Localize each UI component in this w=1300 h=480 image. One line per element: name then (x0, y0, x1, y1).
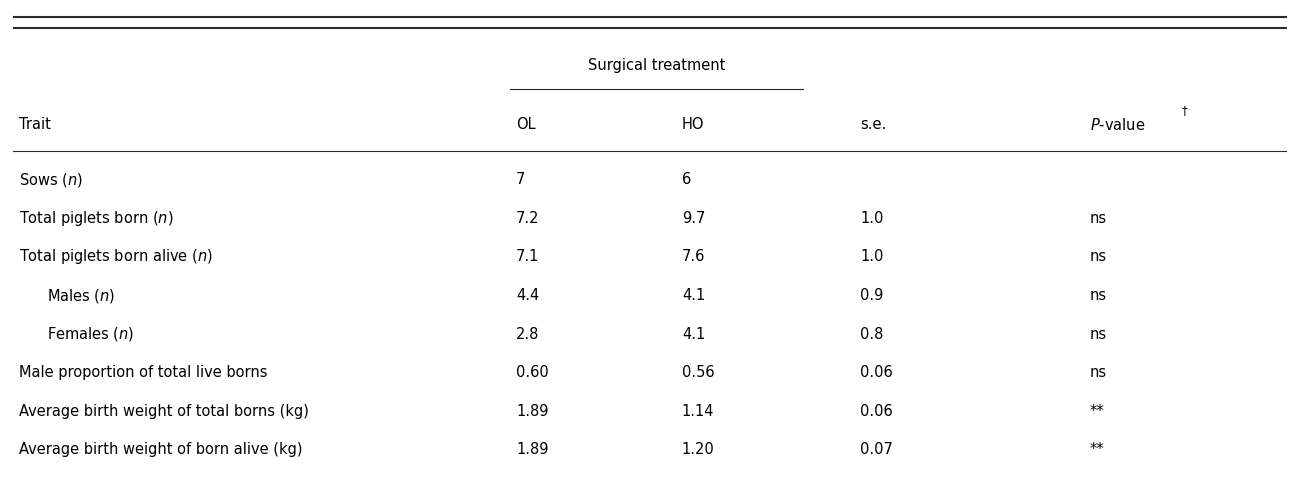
Text: 0.06: 0.06 (861, 365, 893, 380)
Text: 1.89: 1.89 (516, 442, 549, 457)
Text: **: ** (1089, 442, 1104, 457)
Text: 7.1: 7.1 (516, 250, 540, 264)
Text: Total piglets born ($\mathit{n}$): Total piglets born ($\mathit{n}$) (20, 209, 174, 228)
Text: ns: ns (1089, 211, 1106, 226)
Text: 0.56: 0.56 (681, 365, 715, 380)
Text: 1.14: 1.14 (681, 404, 715, 419)
Text: Average birth weight of total borns (kg): Average birth weight of total borns (kg) (20, 404, 309, 419)
Text: HO: HO (681, 117, 705, 132)
Text: Males ($\mathit{n}$): Males ($\mathit{n}$) (47, 287, 116, 304)
Text: 1.0: 1.0 (861, 250, 884, 264)
Text: 6: 6 (681, 172, 692, 187)
Text: 1.20: 1.20 (681, 442, 715, 457)
Text: 0.60: 0.60 (516, 365, 549, 380)
Text: ns: ns (1089, 288, 1106, 303)
Text: Females ($\mathit{n}$): Females ($\mathit{n}$) (47, 325, 135, 343)
Text: OL: OL (516, 117, 536, 132)
Text: $P$-value: $P$-value (1089, 117, 1145, 133)
Text: 0.06: 0.06 (861, 404, 893, 419)
Text: s.e.: s.e. (861, 117, 887, 132)
Text: Surgical treatment: Surgical treatment (588, 59, 725, 73)
Text: Male proportion of total live borns: Male proportion of total live borns (20, 365, 268, 380)
Text: 0.8: 0.8 (861, 326, 884, 342)
Text: 4.4: 4.4 (516, 288, 540, 303)
Text: 9.7: 9.7 (681, 211, 705, 226)
Text: ns: ns (1089, 365, 1106, 380)
Text: 7.6: 7.6 (681, 250, 705, 264)
Text: 4.1: 4.1 (681, 288, 705, 303)
Text: Sows ($\mathit{n}$): Sows ($\mathit{n}$) (20, 171, 83, 189)
Text: 0.9: 0.9 (861, 288, 884, 303)
Text: 1.89: 1.89 (516, 404, 549, 419)
Text: 7.2: 7.2 (516, 211, 540, 226)
Text: Total piglets born alive ($\mathit{n}$): Total piglets born alive ($\mathit{n}$) (20, 247, 213, 266)
Text: 1.0: 1.0 (861, 211, 884, 226)
Text: 7: 7 (516, 172, 525, 187)
Text: ns: ns (1089, 326, 1106, 342)
Text: 4.1: 4.1 (681, 326, 705, 342)
Text: 0.07: 0.07 (861, 442, 893, 457)
Text: **: ** (1089, 404, 1104, 419)
Text: †: † (1182, 104, 1187, 117)
Text: Average birth weight of born alive (kg): Average birth weight of born alive (kg) (20, 442, 303, 457)
Text: ns: ns (1089, 250, 1106, 264)
Text: Trait: Trait (20, 117, 51, 132)
Text: 2.8: 2.8 (516, 326, 540, 342)
